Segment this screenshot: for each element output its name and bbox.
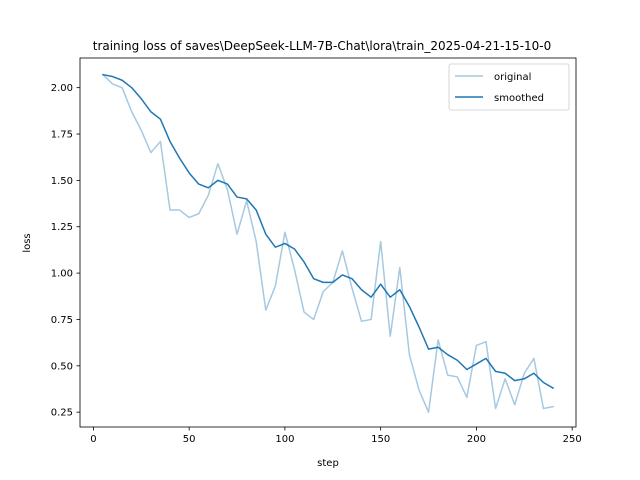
chart-title: training loss of saves\DeepSeek-LLM-7B-C… [93,39,552,53]
y-axis-label: loss [22,233,33,252]
x-tick-label: 250 [563,434,582,445]
y-tick-label: 1.75 [51,130,73,141]
x-tick-label: 200 [467,434,486,445]
legend: original smoothed [448,63,570,111]
series-layer [101,73,555,413]
x-tick-label: 150 [371,434,390,445]
x-axis-label: step [317,458,339,469]
x-tick-label: 0 [90,434,96,445]
legend-label-original: original [494,72,531,83]
y-tick-label: 1.00 [51,269,73,280]
x-tick-label: 50 [183,434,196,445]
y-tick-label: 1.50 [51,176,73,187]
y-tick-label: 0.75 [51,315,73,326]
y-axis: 0.25 0.50 0.75 1.00 1.25 1.50 1.75 2.00 [51,83,80,419]
y-tick-label: 0.25 [51,408,73,419]
series-line-original [101,73,554,413]
series-line-smoothed [102,73,555,390]
x-tick-label: 100 [275,434,294,445]
y-tick-label: 2.00 [51,83,73,94]
y-tick-label: 0.50 [51,361,73,372]
x-axis: 0 50 100 150 200 250 [90,427,582,445]
y-tick-label: 1.25 [51,222,73,233]
legend-label-smoothed: smoothed [494,93,544,104]
plot-frame [79,57,577,428]
